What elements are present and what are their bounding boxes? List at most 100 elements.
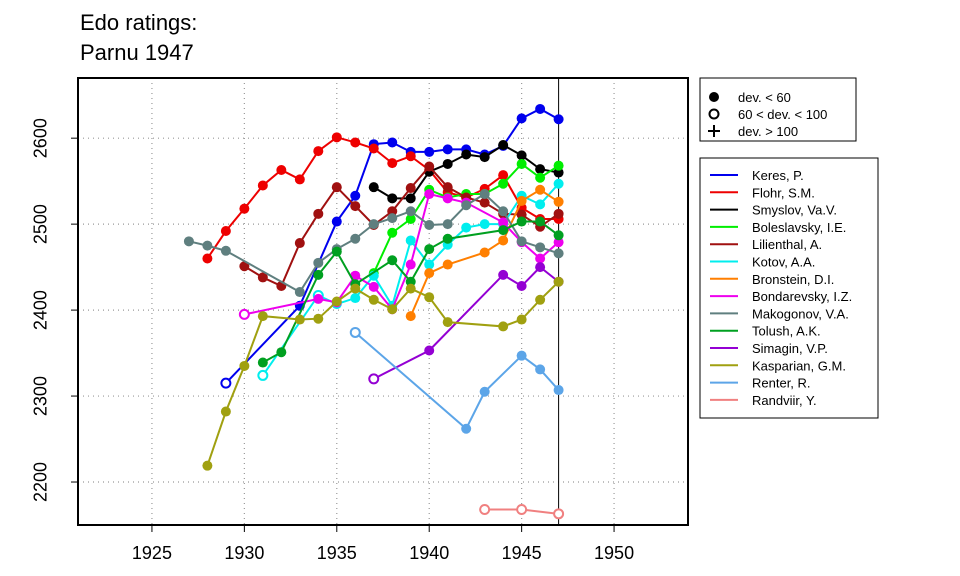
data-point-open — [553, 508, 565, 520]
data-point — [535, 242, 546, 253]
data-point — [498, 321, 509, 332]
data-point — [313, 257, 324, 268]
data-point — [294, 287, 305, 298]
data-point — [535, 364, 546, 375]
data-point-open — [349, 326, 361, 338]
data-point — [294, 174, 305, 185]
data-point — [535, 216, 546, 227]
legend-label: Flohr, S.M. — [752, 185, 815, 200]
data-point — [239, 203, 250, 214]
series-12 — [349, 326, 564, 434]
data-series — [183, 103, 565, 520]
data-point — [553, 196, 564, 207]
legend-label: Makogonov, V.A. — [752, 306, 849, 321]
legend-label: Bronstein, D.I. — [752, 272, 834, 287]
data-point — [516, 350, 527, 361]
data-point — [461, 423, 472, 434]
axis-ticks: 1925 1930 1935 1940 1945 1950 2200 2300 2400 2500… — [31, 78, 634, 563]
data-point — [331, 132, 342, 143]
legend-label: Bondarevsky, I.Z. — [752, 289, 852, 304]
data-point — [202, 460, 213, 471]
data-point — [405, 311, 416, 322]
data-point — [368, 182, 379, 193]
data-point — [313, 269, 324, 280]
data-point — [535, 184, 546, 195]
data-point — [553, 160, 564, 171]
data-point — [257, 311, 268, 322]
x-tick-label: 1945 — [502, 543, 542, 563]
data-point — [442, 144, 453, 155]
data-point — [387, 137, 398, 148]
data-point — [202, 240, 213, 251]
data-point — [442, 158, 453, 169]
data-point-open — [220, 377, 232, 389]
data-point — [535, 164, 546, 175]
x-tick-label: 1925 — [132, 543, 172, 563]
data-point — [461, 200, 472, 211]
data-point — [442, 193, 453, 204]
legend-label: Kasparian, G.M. — [752, 358, 846, 373]
data-point — [331, 296, 342, 307]
data-point — [405, 235, 416, 246]
data-point — [405, 206, 416, 217]
data-point — [350, 137, 361, 148]
data-point — [239, 261, 250, 272]
data-point — [405, 183, 416, 194]
legend-marker-filled — [709, 92, 719, 102]
data-point — [498, 217, 509, 228]
data-point — [350, 283, 361, 294]
data-point — [498, 140, 509, 151]
data-point-open — [516, 504, 528, 516]
data-point — [276, 347, 287, 358]
data-point — [405, 213, 416, 224]
data-point — [535, 103, 546, 114]
data-point — [498, 225, 509, 236]
data-point — [498, 178, 509, 189]
data-point — [387, 255, 398, 266]
data-point — [516, 209, 527, 220]
data-point — [405, 193, 416, 204]
data-point — [479, 247, 490, 258]
legend-label: Randviir, Y. — [752, 393, 817, 408]
data-point — [276, 164, 287, 175]
data-point — [424, 268, 435, 279]
data-point — [424, 146, 435, 157]
data-point — [479, 152, 490, 163]
data-point — [387, 206, 398, 217]
data-point-open — [368, 373, 380, 385]
series-line — [354, 331, 560, 431]
legend-label: Lilienthal, A. — [752, 237, 822, 252]
data-point — [516, 113, 527, 124]
data-point — [405, 276, 416, 287]
data-point — [405, 283, 416, 294]
data-point — [294, 238, 305, 249]
data-point — [461, 149, 472, 160]
series-0 — [220, 103, 564, 389]
legend-label: Smyslov, Va.V. — [752, 203, 837, 218]
data-point — [350, 233, 361, 244]
data-point — [553, 230, 564, 241]
data-point — [442, 233, 453, 244]
y-tick-label: 2400 — [31, 290, 51, 330]
data-point — [516, 150, 527, 161]
data-point — [424, 259, 435, 270]
data-point — [257, 272, 268, 283]
data-point — [424, 161, 435, 172]
data-point — [331, 182, 342, 193]
data-point — [516, 314, 527, 325]
data-point — [516, 236, 527, 247]
y-tick-label: 2200 — [31, 462, 51, 502]
legend-deviation-box — [699, 77, 857, 142]
data-point — [387, 227, 398, 238]
data-point — [313, 293, 324, 304]
data-point — [294, 314, 305, 325]
data-point — [368, 219, 379, 230]
data-point — [479, 219, 490, 230]
data-point — [220, 406, 231, 417]
data-point — [535, 172, 546, 183]
data-point — [220, 226, 231, 237]
data-point — [313, 146, 324, 157]
data-point — [387, 193, 398, 204]
data-point — [442, 219, 453, 230]
